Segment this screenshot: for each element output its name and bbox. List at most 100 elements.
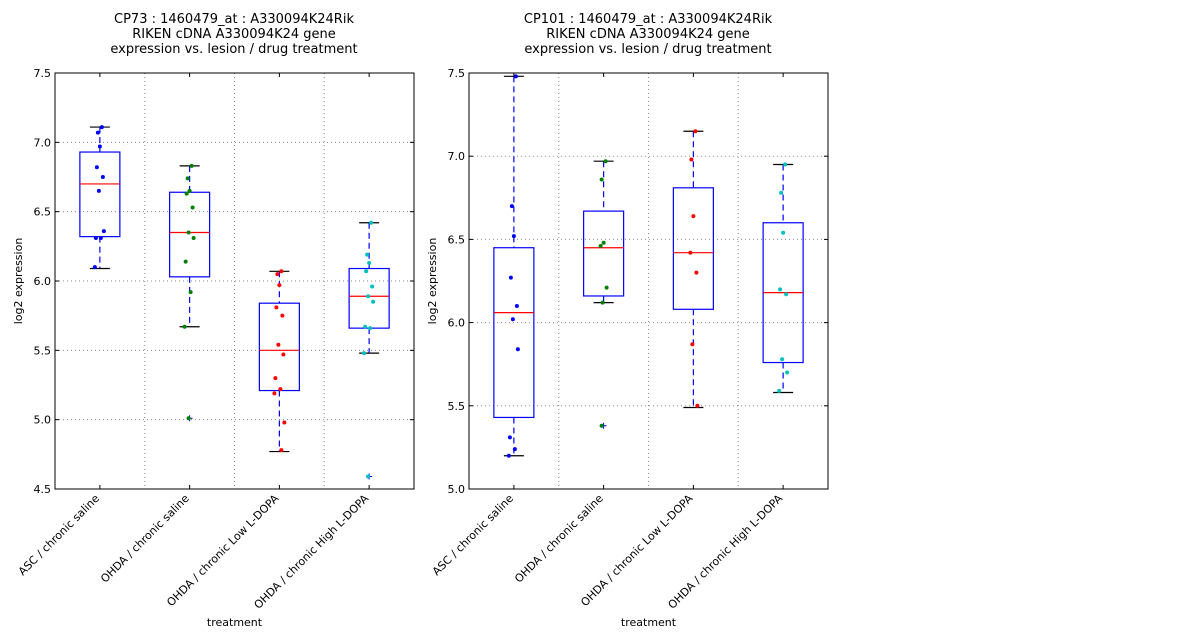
data-point (188, 290, 193, 295)
box-4 (348, 220, 390, 480)
data-point (780, 357, 785, 362)
box-2 (169, 163, 211, 422)
data-point (190, 205, 195, 210)
ytick-label: 5.0 (34, 414, 52, 427)
data-point (515, 347, 520, 352)
ytick-label: 6.5 (34, 206, 52, 219)
ytick-label: 4.5 (34, 483, 52, 496)
data-point (507, 435, 512, 440)
data-point (273, 376, 278, 381)
data-point (603, 159, 608, 164)
data-point (598, 244, 603, 249)
ytick-label: 7.0 (448, 150, 466, 163)
y-axis-label: log2 expression (12, 238, 25, 325)
data-point (98, 236, 103, 241)
chart-title-line: expression vs. lesion / drug treatment (524, 42, 771, 57)
box-iqr (583, 210, 625, 297)
data-point (278, 387, 283, 392)
data-point (186, 230, 191, 235)
data-point (182, 324, 187, 329)
chart-title-line: CP101 : 1460479_at : A330094K24Rik (524, 12, 773, 27)
data-point (363, 324, 368, 329)
data-point (94, 165, 99, 170)
data-point (371, 299, 376, 304)
xtick-label: OHDA / chronic saline (512, 492, 606, 586)
box-4 (762, 162, 804, 394)
data-point (694, 270, 699, 275)
ytick-label: 6.0 (448, 317, 466, 330)
data-point (688, 250, 693, 255)
data-point (281, 352, 286, 357)
data-point (189, 163, 194, 168)
data-point (279, 448, 284, 453)
data-point (366, 294, 371, 299)
box-1 (79, 125, 121, 270)
data-point (191, 236, 196, 241)
chart-title-line: CP73 : 1460479_at : A330094K24Rik (114, 12, 354, 27)
box-iqr (79, 151, 121, 238)
data-point (510, 317, 515, 322)
box-iqr (672, 187, 714, 310)
box-iqr (258, 302, 300, 392)
data-point (275, 272, 280, 277)
data-point (362, 351, 367, 356)
data-point (366, 474, 371, 479)
data-point (184, 191, 189, 196)
data-point (274, 305, 279, 310)
y-axis-label: log2 expression (426, 238, 439, 325)
box-iqr (348, 267, 390, 329)
data-point (280, 313, 285, 318)
xtick-label: ASC / chronic saline (430, 492, 516, 578)
data-point (96, 188, 101, 193)
data-point (509, 204, 514, 209)
data-point (778, 287, 783, 292)
xtick-label: OHDA / chronic saline (98, 492, 192, 586)
data-point (783, 162, 788, 167)
data-point (272, 391, 277, 396)
data-point (514, 303, 519, 308)
data-point (781, 230, 786, 235)
data-point (100, 175, 105, 179)
data-point (599, 177, 604, 182)
data-point (784, 292, 789, 297)
chart-title-line: RIKEN cDNA A330094K24 gene (132, 27, 336, 42)
data-point (512, 447, 517, 452)
data-point (93, 236, 98, 241)
data-point (187, 188, 192, 193)
data-point (369, 220, 374, 225)
chart-panel-2: 5.0 5.5 6.0 6.5 7.0 7.5 ASC / chronic salineOH… (426, 12, 829, 629)
data-point (95, 130, 100, 135)
box-iqr (169, 191, 211, 278)
data-point (367, 260, 372, 265)
x-axis-label: treatment (207, 616, 263, 629)
ytick-label: 7.5 (448, 67, 466, 80)
data-point (785, 370, 790, 375)
data-point (601, 240, 606, 245)
data-point (364, 269, 369, 274)
ytick-label: 5.0 (448, 483, 466, 496)
data-point (693, 129, 698, 134)
box-2 (583, 159, 625, 429)
data-point (604, 285, 609, 290)
data-point (511, 234, 516, 239)
data-point (513, 74, 518, 79)
box-iqr (493, 247, 535, 419)
chart-title-line: expression vs. lesion / drug treatment (110, 42, 357, 57)
ytick-label: 5.5 (34, 344, 52, 357)
data-point (695, 403, 700, 408)
data-point (279, 269, 284, 274)
data-point (690, 342, 695, 347)
data-point (277, 283, 282, 288)
data-point (691, 214, 696, 219)
data-point (276, 342, 281, 347)
ytick-label: 7.0 (34, 136, 52, 149)
ytick-label: 6.0 (34, 275, 52, 288)
data-point (370, 284, 375, 289)
box-1 (493, 74, 535, 458)
data-point (185, 176, 190, 181)
data-point (599, 423, 604, 428)
data-point (282, 420, 287, 425)
ytick-label: 5.5 (448, 400, 466, 413)
chart-title-line: RIKEN cDNA A330094K24 gene (546, 27, 750, 42)
